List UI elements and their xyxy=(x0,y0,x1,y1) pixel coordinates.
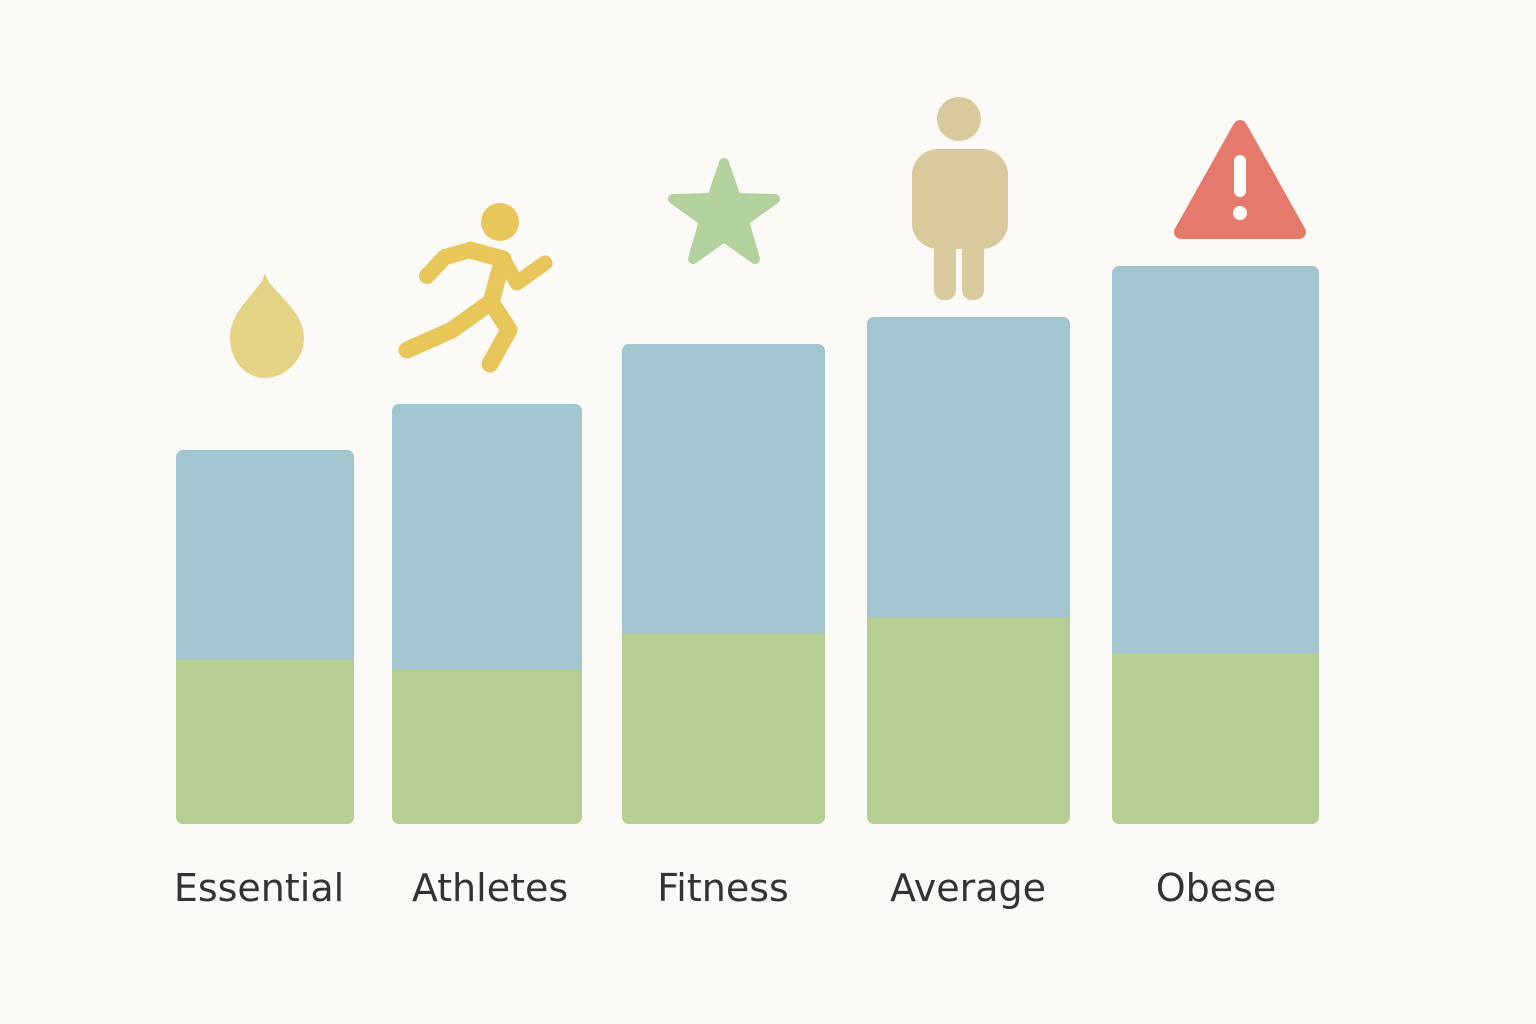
bar-fitness-upper xyxy=(622,344,825,635)
bar-fitness-lower xyxy=(622,634,825,824)
bar-average-lower xyxy=(867,618,1070,824)
category-label-essential: Essential xyxy=(174,866,344,910)
runner-icon xyxy=(398,203,553,373)
category-label-athletes: Athletes xyxy=(412,866,568,910)
bars xyxy=(176,266,1319,824)
category-label-obese: Obese xyxy=(1156,866,1277,910)
drop-icon xyxy=(230,273,304,378)
bar-average-upper xyxy=(867,317,1070,619)
bar-group-obese xyxy=(1112,266,1319,824)
category-label-fitness: Fitness xyxy=(657,866,789,910)
bar-athletes-lower xyxy=(392,670,582,824)
category-label-average: Average xyxy=(890,866,1046,910)
warning-exclamation-dot xyxy=(1233,206,1247,220)
bar-group-fitness xyxy=(622,344,825,824)
bar-obese-lower xyxy=(1112,653,1319,824)
bar-group-athletes xyxy=(392,404,582,824)
bar-athletes-upper xyxy=(392,404,582,671)
category-labels: Essential Athletes Fitness Average Obese xyxy=(174,866,1276,910)
bar-group-essential xyxy=(176,450,354,824)
bar-essential-lower xyxy=(176,660,354,824)
bar-obese-upper xyxy=(1112,266,1319,654)
bar-group-average xyxy=(867,317,1070,824)
person-icon xyxy=(912,97,1008,300)
star-icon xyxy=(668,158,780,264)
warning-exclamation-bar xyxy=(1234,155,1246,197)
bar-essential-upper xyxy=(176,450,354,661)
warning-icon xyxy=(1174,120,1306,239)
